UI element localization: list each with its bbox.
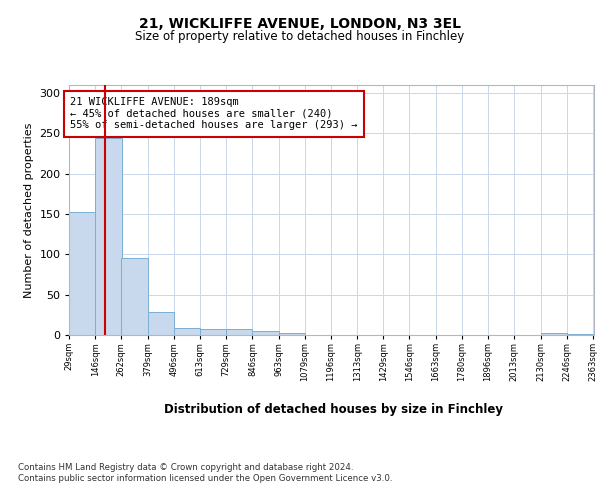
- Bar: [69, 212, 95, 335]
- Text: Contains HM Land Registry data © Crown copyright and database right 2024.: Contains HM Land Registry data © Crown c…: [18, 462, 353, 471]
- Bar: [278, 334, 305, 335]
- Y-axis label: Number of detached properties: Number of detached properties: [24, 122, 34, 298]
- Bar: [148, 312, 174, 335]
- Bar: [541, 334, 567, 335]
- Bar: [253, 331, 278, 335]
- Bar: [566, 334, 593, 335]
- Text: 21, WICKLIFFE AVENUE, LONDON, N3 3EL: 21, WICKLIFFE AVENUE, LONDON, N3 3EL: [139, 18, 461, 32]
- Bar: [200, 328, 226, 335]
- Bar: [174, 328, 200, 335]
- Bar: [226, 330, 253, 335]
- Text: Distribution of detached houses by size in Finchley: Distribution of detached houses by size …: [164, 402, 503, 415]
- Bar: [121, 258, 148, 335]
- Text: Contains public sector information licensed under the Open Government Licence v3: Contains public sector information licen…: [18, 474, 392, 483]
- Text: Size of property relative to detached houses in Finchley: Size of property relative to detached ho…: [136, 30, 464, 43]
- Bar: [95, 138, 122, 335]
- Text: 21 WICKLIFFE AVENUE: 189sqm
← 45% of detached houses are smaller (240)
55% of se: 21 WICKLIFFE AVENUE: 189sqm ← 45% of det…: [70, 97, 358, 130]
